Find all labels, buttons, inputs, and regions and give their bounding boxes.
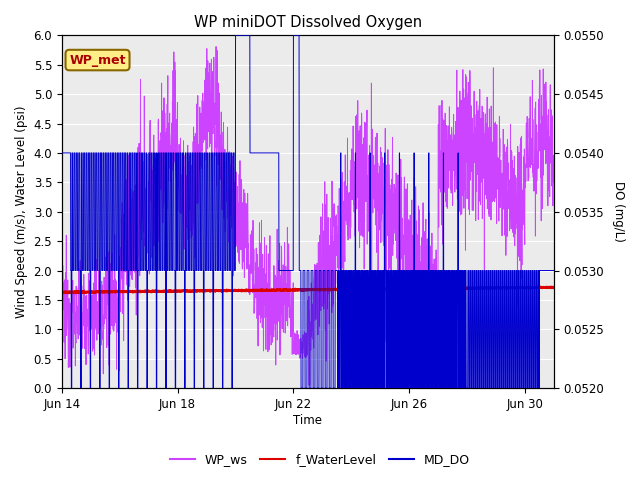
Legend: WP_ws, f_WaterLevel, MD_DO: WP_ws, f_WaterLevel, MD_DO bbox=[165, 448, 475, 471]
X-axis label: Time: Time bbox=[293, 414, 323, 427]
Title: WP miniDOT Dissolved Oxygen: WP miniDOT Dissolved Oxygen bbox=[194, 15, 422, 30]
Y-axis label: DO (mg/L): DO (mg/L) bbox=[612, 181, 625, 242]
Y-axis label: Wind Speed (m/s), Water Level (psi): Wind Speed (m/s), Water Level (psi) bbox=[15, 106, 28, 318]
Text: WP_met: WP_met bbox=[69, 54, 126, 67]
